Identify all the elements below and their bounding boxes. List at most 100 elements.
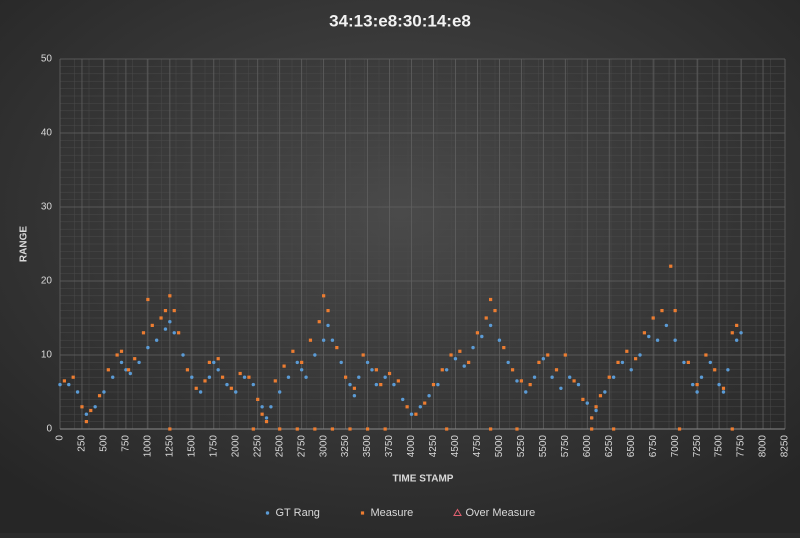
point: [471, 345, 475, 350]
point: [629, 368, 633, 372]
point: [106, 368, 110, 372]
point: [721, 390, 726, 394]
point: [339, 360, 343, 365]
x-tick-label: 4250: [428, 435, 439, 458]
point: [330, 427, 335, 431]
point: [695, 383, 699, 387]
point: [181, 353, 185, 357]
point: [383, 375, 387, 379]
x-tick-label: 4500: [450, 435, 461, 458]
point: [344, 375, 348, 379]
point: [414, 412, 418, 416]
point: [730, 427, 734, 431]
legend-label: Over Measure: [466, 507, 536, 519]
point: [374, 382, 379, 387]
point: [229, 386, 233, 390]
x-tick-label: 1500: [186, 435, 197, 458]
point: [634, 357, 638, 361]
point: [475, 331, 480, 335]
point: [708, 360, 713, 365]
point: [677, 427, 682, 431]
point: [524, 390, 528, 394]
point: [669, 264, 673, 268]
point: [264, 416, 269, 420]
point: [326, 309, 330, 313]
point: [488, 323, 493, 328]
point: [75, 390, 80, 394]
point: [401, 397, 405, 402]
point: [532, 375, 537, 379]
point: [128, 371, 133, 376]
point: [620, 360, 625, 365]
point: [515, 427, 519, 431]
point: [691, 382, 695, 387]
point: [510, 368, 515, 372]
point: [567, 375, 572, 379]
point: [612, 427, 616, 431]
point: [493, 309, 497, 313]
x-tick-label: 1250: [164, 435, 175, 458]
point: [216, 357, 220, 361]
point: [278, 427, 282, 431]
x-tick-label: 2000: [230, 435, 241, 458]
point: [150, 323, 154, 327]
point: [374, 368, 378, 372]
point: [383, 427, 387, 431]
point: [207, 360, 211, 364]
point: [286, 375, 291, 379]
point: [585, 401, 589, 405]
point: [651, 316, 655, 320]
point: [185, 368, 190, 372]
point: [111, 375, 115, 379]
point: [159, 316, 163, 320]
legend-marker: [360, 511, 365, 515]
point: [317, 320, 321, 324]
point: [348, 427, 352, 431]
point: [735, 323, 739, 327]
point: [431, 383, 436, 387]
x-tick-label: 1000: [143, 435, 154, 458]
point: [647, 334, 651, 339]
x-axis-label: TIME STAMP: [393, 474, 454, 485]
point: [576, 382, 581, 387]
point: [734, 338, 739, 342]
point: [554, 368, 559, 372]
point: [102, 390, 106, 394]
point: [313, 427, 317, 431]
point: [594, 408, 598, 413]
point: [308, 338, 313, 342]
point: [146, 345, 150, 350]
point: [177, 331, 181, 335]
point: [489, 427, 493, 431]
point: [172, 331, 176, 335]
x-tick-label: 3250: [340, 435, 351, 458]
point: [62, 379, 66, 383]
y-tick-label: 0: [46, 424, 52, 435]
point: [97, 394, 102, 398]
x-tick-label: 1750: [208, 435, 219, 458]
point: [168, 294, 172, 298]
point: [119, 360, 124, 365]
point: [405, 405, 409, 409]
point: [58, 382, 62, 387]
point: [739, 331, 743, 335]
point: [423, 401, 427, 405]
point: [726, 368, 730, 372]
point: [695, 390, 699, 394]
x-tick-label: 5750: [560, 435, 571, 458]
point: [484, 316, 488, 320]
point: [260, 405, 264, 409]
point: [299, 368, 304, 372]
point: [295, 427, 299, 431]
point: [115, 353, 119, 357]
point: [264, 420, 269, 424]
point: [251, 382, 256, 387]
point: [84, 412, 89, 416]
y-axis-label: RANGE: [19, 226, 30, 262]
point: [453, 357, 458, 361]
point: [203, 379, 207, 383]
point: [444, 368, 449, 372]
legend-label: GT Rang: [276, 507, 320, 519]
point: [126, 368, 131, 372]
